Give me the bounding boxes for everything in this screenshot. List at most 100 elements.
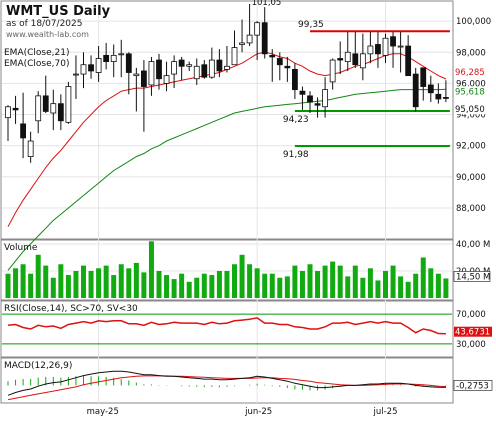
last-value-label: 95,050	[455, 105, 485, 115]
rsi-tick-label: 30,000	[456, 340, 486, 350]
candle-body	[178, 59, 185, 67]
rsi-last-label: 43,6731	[455, 328, 490, 338]
candle-body	[435, 93, 442, 100]
candle-body	[103, 54, 110, 63]
volume-bar	[367, 268, 373, 298]
volume-bar	[262, 273, 268, 298]
candle-body	[140, 70, 147, 87]
rsi-title: RSI(Close,14), SC>70, SV<30	[4, 304, 138, 314]
volume-bar	[239, 254, 245, 298]
volume-bar	[156, 271, 162, 298]
price-tick-label: 96,000	[456, 79, 486, 89]
volume-bar	[224, 271, 230, 298]
candle-body	[57, 103, 64, 122]
volume-bar	[352, 265, 358, 298]
candle-body	[110, 54, 117, 63]
volume-bar	[337, 265, 343, 298]
labels-layer: 88,000 90,000 92,000 94,000 96,000 98,000 100,…	[87, 0, 493, 417]
volume-bar	[307, 264, 313, 298]
candle-body	[148, 61, 155, 86]
watermark: www.wealth-lab.com	[6, 30, 89, 39]
candle-body	[329, 59, 336, 83]
price-tick-label: 100,000	[456, 17, 491, 27]
volume-bar	[81, 265, 86, 298]
candle-body	[375, 44, 381, 55]
candle-body	[73, 73, 79, 76]
volume-bar	[330, 261, 336, 298]
last-value-label: 96,285	[455, 68, 485, 78]
volume-bar	[20, 264, 26, 298]
volume-bar	[194, 277, 200, 298]
volume-bar	[141, 272, 147, 298]
volume-title: Volume	[4, 243, 38, 253]
volume-bar	[103, 265, 109, 298]
volume-bar	[179, 273, 185, 298]
candle-body	[254, 22, 261, 36]
candle-body	[133, 73, 140, 77]
candle-body	[5, 106, 11, 119]
volume-bar	[58, 264, 64, 298]
last-value-label: 95,618	[455, 87, 485, 97]
candle-body	[420, 67, 427, 87]
level-label: 91,98	[283, 150, 309, 160]
macd-title: MACD(12,26,9)	[4, 361, 72, 371]
candle-body	[322, 89, 329, 108]
volume-bar	[345, 276, 351, 298]
candle-body	[284, 65, 291, 69]
volume-bar	[96, 268, 102, 298]
high-value-label: 101,05	[252, 0, 282, 8]
candle-body	[239, 42, 245, 45]
last-value-box	[454, 67, 490, 78]
candle-body	[344, 51, 351, 63]
candle-body	[224, 65, 230, 70]
volume-bar	[375, 280, 381, 298]
candle-body	[201, 64, 208, 78]
macd-signal-line	[7, 375, 446, 401]
volume-bar	[133, 262, 139, 298]
x-tick-label: jul-25	[373, 407, 398, 417]
candle-body	[269, 54, 276, 58]
volume-bar	[405, 281, 411, 298]
volume-bar	[277, 277, 283, 298]
candle-body	[307, 95, 313, 103]
volume-bar	[209, 275, 215, 298]
candle-body	[118, 53, 125, 56]
volume-bar	[269, 273, 275, 298]
volume-bar	[5, 273, 11, 298]
price-tick-label: 98,000	[456, 48, 486, 58]
last-value-box	[454, 86, 490, 97]
volume-bar	[315, 271, 321, 298]
candle-body	[231, 47, 238, 66]
rsi-panel	[0, 300, 454, 358]
volume-bar	[390, 265, 396, 298]
candle-body	[171, 61, 178, 75]
candle-body	[193, 65, 200, 80]
candle-body	[80, 64, 87, 75]
volume-bar	[148, 241, 154, 298]
candle-body	[156, 59, 162, 80]
chart-subtitle: as of 18/07/2025	[6, 19, 82, 29]
legend-ema21: EMA(Close,21)	[4, 48, 69, 58]
candle-body	[246, 34, 253, 44]
candle-body	[352, 53, 359, 66]
volume-bar	[171, 279, 177, 298]
candle-body	[208, 59, 215, 78]
candle-body	[186, 64, 193, 67]
candle-body	[367, 45, 374, 55]
volume-bar	[111, 275, 117, 298]
price-tick-label: 92,000	[456, 142, 486, 152]
candle-body	[291, 68, 298, 91]
ema70-line	[7, 88, 446, 271]
candle-body	[412, 73, 419, 108]
volume-bar	[35, 254, 41, 298]
candle-body	[359, 53, 366, 69]
candle-body	[88, 64, 94, 72]
volume-bar	[201, 273, 207, 298]
volume-bar	[299, 271, 305, 298]
volume-bar	[420, 257, 426, 298]
candle-body	[397, 45, 404, 48]
volume-bar	[322, 265, 328, 298]
candle-body	[442, 97, 449, 99]
candle-body	[65, 86, 72, 123]
